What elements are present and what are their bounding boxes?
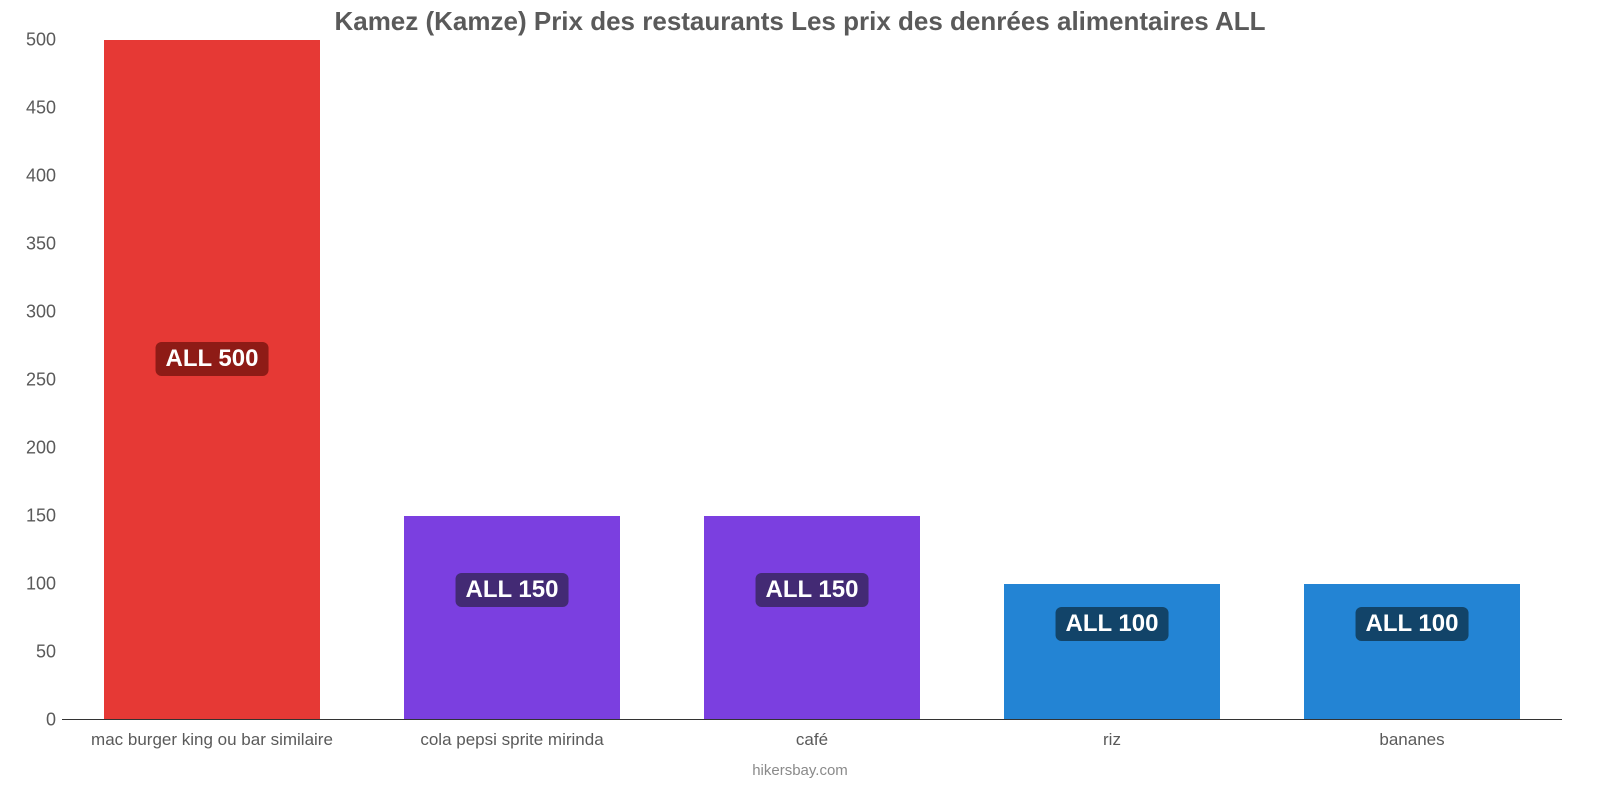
- x-label: bananes: [1379, 730, 1444, 750]
- chart-title: Kamez (Kamze) Prix des restaurants Les p…: [0, 6, 1600, 37]
- footer-credit: hikersbay.com: [0, 762, 1600, 779]
- y-tick-label: 500: [26, 30, 56, 51]
- bar: ALL 100: [1304, 584, 1520, 720]
- y-tick-label: 0: [46, 710, 56, 731]
- y-tick-label: 300: [26, 302, 56, 323]
- bar-value-badge: ALL 100: [1056, 607, 1169, 641]
- bar: ALL 500: [104, 40, 320, 720]
- bar-value-badge: ALL 150: [456, 573, 569, 607]
- x-axis-baseline: [62, 719, 1562, 720]
- x-label-slot: mac burger king ou bar similaire: [62, 730, 362, 750]
- bar-slot: ALL 150: [662, 40, 962, 720]
- bar-slot: ALL 100: [1262, 40, 1562, 720]
- x-label-slot: cola pepsi sprite mirinda: [362, 730, 662, 750]
- bar-value-badge: ALL 150: [756, 573, 869, 607]
- x-label-slot: café: [662, 730, 962, 750]
- y-tick-label: 100: [26, 574, 56, 595]
- x-label: mac burger king ou bar similaire: [91, 730, 333, 750]
- y-tick-label: 200: [26, 438, 56, 459]
- bars-row: ALL 500 ALL 150 ALL 150 ALL 100 ALL 100: [62, 40, 1562, 720]
- y-tick-label: 150: [26, 506, 56, 527]
- bar-slot: ALL 100: [962, 40, 1262, 720]
- x-label-slot: bananes: [1262, 730, 1562, 750]
- chart-container: Kamez (Kamze) Prix des restaurants Les p…: [0, 0, 1600, 800]
- x-label: cola pepsi sprite mirinda: [420, 730, 603, 750]
- x-label-slot: riz: [962, 730, 1262, 750]
- x-label: riz: [1103, 730, 1121, 750]
- y-tick-label: 250: [26, 370, 56, 391]
- y-tick-label: 450: [26, 98, 56, 119]
- bar-value-badge: ALL 100: [1356, 607, 1469, 641]
- bar-slot: ALL 500: [62, 40, 362, 720]
- bar: ALL 150: [704, 516, 920, 720]
- x-labels-row: mac burger king ou bar similaire cola pep…: [62, 730, 1562, 750]
- bar: ALL 100: [1004, 584, 1220, 720]
- bar-value-badge: ALL 500: [156, 342, 269, 376]
- bar-slot: ALL 150: [362, 40, 662, 720]
- y-tick-label: 400: [26, 166, 56, 187]
- bar: ALL 150: [404, 516, 620, 720]
- y-tick-label: 350: [26, 234, 56, 255]
- y-tick-label: 50: [36, 642, 56, 663]
- plot-area: 050100150200250300350400450500 ALL 500AL…: [62, 40, 1562, 720]
- x-label: café: [796, 730, 828, 750]
